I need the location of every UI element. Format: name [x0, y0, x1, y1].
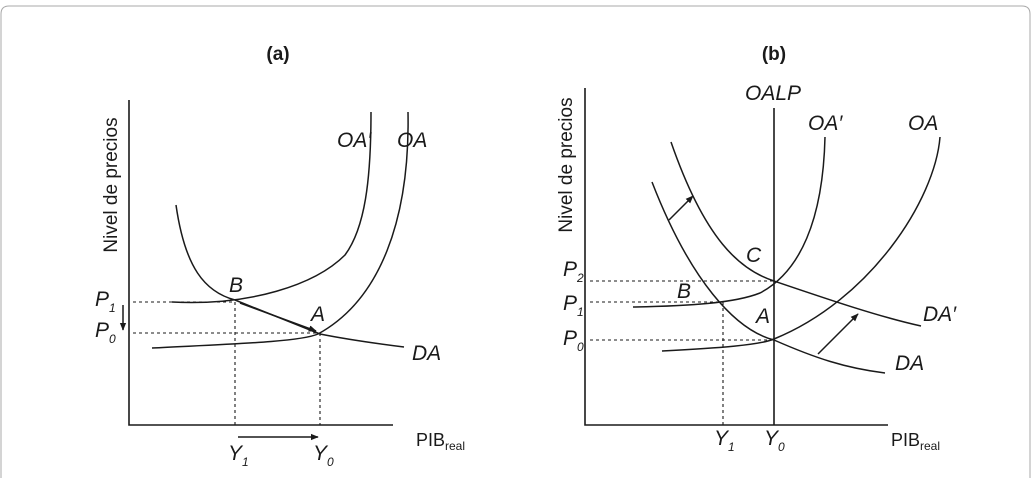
panel-b-oa-curve	[661, 136, 941, 352]
panel-b: (b) Nivel de precios OALP OA′ OA DA′ DA …	[556, 44, 957, 454]
panel-a-price-tick-p0: P0	[95, 319, 116, 346]
panel-b-label-da: DA	[895, 352, 924, 375]
panel-b-output-tick-y0: Y0	[764, 427, 785, 454]
panel-b-shift-arrow-lower	[817, 313, 859, 355]
panel-b-price-tick-p0: P0	[563, 327, 584, 354]
panel-b-title: (b)	[762, 44, 786, 65]
panel-a-title: (a)	[266, 44, 289, 65]
panel-b-price-tick-p1: P1	[563, 292, 584, 319]
panel-b-label-da-prime: DA′	[923, 303, 957, 326]
panel-a-point-a: A	[309, 303, 325, 326]
panel-a-label-oa: OA	[397, 129, 427, 152]
panel-b-point-a: A	[754, 305, 770, 328]
panel-b-axes	[584, 88, 888, 426]
panel-a-oa-curve	[151, 111, 409, 349]
panel-a-label-oa-prime: OA′	[337, 129, 372, 152]
panel-a: (a) Nivel de precios OA′ OA DA B A P1 P0…	[95, 44, 465, 469]
panel-a-axes	[128, 100, 393, 426]
panel-b-price-tick-p2: P2	[563, 258, 584, 285]
panel-b-oa-prime-curve	[632, 136, 826, 308]
panel-a-guide-lines	[133, 301, 321, 425]
panel-b-shift-arrow-upper	[668, 195, 694, 221]
panel-a-oa-prime-curve	[171, 111, 372, 304]
panel-a-output-tick-y0: Y0	[313, 442, 334, 469]
panel-b-label-oalp: OALP	[745, 82, 801, 105]
panel-a-point-b: B	[229, 274, 243, 297]
panel-a-movement-arrow	[239, 302, 317, 332]
panel-a-output-tick-y1: Y1	[228, 442, 249, 469]
panel-b-label-oa-prime: OA′	[808, 112, 843, 135]
panel-a-label-da: DA	[412, 342, 441, 365]
panel-b-da-prime-curve	[670, 141, 922, 327]
panel-b-point-b: B	[677, 280, 691, 303]
panel-b-output-tick-y1: Y1	[714, 427, 735, 454]
panel-b-da-curve	[651, 181, 886, 374]
panel-b-label-oa: OA	[908, 112, 938, 135]
panel-b-point-c: C	[746, 244, 762, 267]
panel-a-y-axis-label: Nivel de precios	[101, 117, 122, 252]
panel-b-y-axis-label: Nivel de precios	[556, 97, 577, 232]
panel-a-price-tick-p1: P1	[95, 288, 116, 315]
panel-b-guide-lines	[590, 280, 774, 425]
panel-a-x-axis-label: PIBreal	[416, 430, 465, 453]
figure-frame	[0, 5, 1031, 478]
panel-b-x-axis-label: PIBreal	[891, 430, 940, 453]
panel-a-da-curve	[175, 204, 405, 348]
